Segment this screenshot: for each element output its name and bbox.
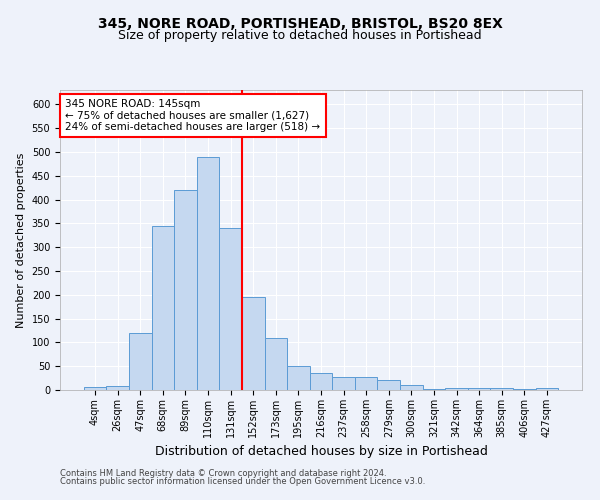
- Bar: [332, 377, 355, 390]
- Y-axis label: Number of detached properties: Number of detached properties: [16, 152, 26, 328]
- Text: Size of property relative to detached houses in Portishead: Size of property relative to detached ho…: [118, 29, 482, 42]
- Bar: [513, 388, 536, 390]
- Text: 345, NORE ROAD, PORTISHEAD, BRISTOL, BS20 8EX: 345, NORE ROAD, PORTISHEAD, BRISTOL, BS2…: [98, 18, 502, 32]
- Bar: [422, 388, 445, 390]
- Text: 345 NORE ROAD: 145sqm
← 75% of detached houses are smaller (1,627)
24% of semi-d: 345 NORE ROAD: 145sqm ← 75% of detached …: [65, 99, 320, 132]
- Bar: [84, 387, 106, 390]
- Bar: [287, 366, 310, 390]
- Bar: [242, 297, 265, 390]
- Bar: [468, 388, 490, 390]
- Bar: [129, 333, 152, 390]
- Bar: [174, 190, 197, 390]
- Bar: [400, 385, 422, 390]
- Bar: [220, 228, 242, 390]
- Bar: [377, 380, 400, 390]
- Bar: [490, 388, 513, 390]
- Bar: [310, 374, 332, 390]
- Bar: [152, 226, 174, 390]
- X-axis label: Distribution of detached houses by size in Portishead: Distribution of detached houses by size …: [155, 446, 487, 458]
- Bar: [536, 388, 558, 390]
- Text: Contains HM Land Registry data © Crown copyright and database right 2024.: Contains HM Land Registry data © Crown c…: [60, 468, 386, 477]
- Bar: [355, 377, 377, 390]
- Bar: [445, 388, 468, 390]
- Bar: [265, 338, 287, 390]
- Text: Contains public sector information licensed under the Open Government Licence v3: Contains public sector information licen…: [60, 477, 425, 486]
- Bar: [106, 386, 129, 390]
- Bar: [197, 156, 220, 390]
